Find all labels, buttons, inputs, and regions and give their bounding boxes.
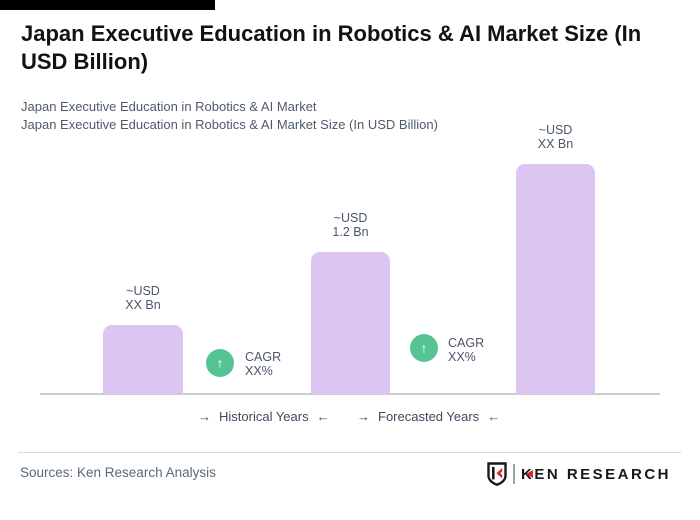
- cagr-label: CAGR XX%: [245, 350, 282, 378]
- bar-value-label-mid: ~USD 1.2 Bn: [332, 211, 369, 239]
- cagr-label: CAGR XX%: [448, 336, 485, 364]
- page-title: Japan Executive Education in Robotics & …: [21, 21, 642, 74]
- legend-forecasted-years: → Forecasted Years ←: [357, 408, 500, 425]
- right-arrow-icon: →: [357, 409, 370, 424]
- left-arrow-icon: ←: [487, 409, 501, 424]
- sources-text: Sources: Ken Research Analysis: [20, 465, 216, 480]
- ken-shield-icon: [487, 462, 507, 486]
- bar-historical: [103, 325, 183, 394]
- x-axis-line: [40, 393, 660, 395]
- ken-research-logo: KEN RESEARCH: [487, 461, 671, 487]
- bar-value-label-historical: ~USD XX Bn: [125, 284, 161, 312]
- logo-wordmark: KEN RESEARCH: [521, 465, 672, 483]
- right-arrow-icon: →: [198, 409, 211, 424]
- legend-historical-years: → Historical Years ←: [198, 408, 330, 425]
- legend-label-forecasted: Forecasted Years: [378, 409, 480, 424]
- chart-subtitle-line1: Japan Executive Education in Robotics & …: [21, 99, 317, 114]
- chart-subtitle-line2: Japan Executive Education in Robotics & …: [21, 117, 438, 132]
- cagr-growth-up-arrow-icon: ↑: [206, 349, 234, 377]
- cagr-growth-up-arrow-icon: ↑: [410, 334, 438, 362]
- legend-label-historical: Historical Years: [219, 409, 309, 424]
- footer-divider: [18, 452, 681, 453]
- bar-forecast: [516, 164, 595, 394]
- logo-separator: [513, 464, 515, 484]
- left-arrow-icon: ←: [316, 409, 330, 424]
- bar-mid: [311, 252, 390, 394]
- top-black-bar: [0, 0, 215, 10]
- bar-value-label-forecast: ~USD XX Bn: [537, 123, 574, 151]
